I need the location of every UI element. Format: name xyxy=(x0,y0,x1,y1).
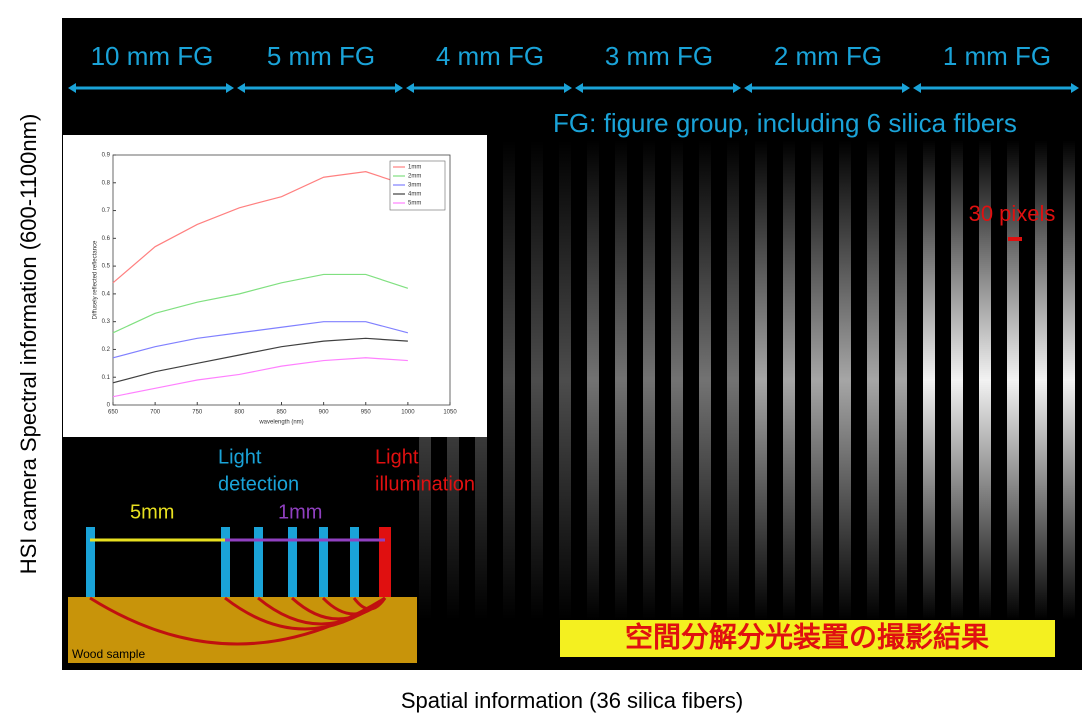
x-tick-label: 650 xyxy=(108,410,119,416)
fiber-stripe xyxy=(587,140,599,620)
y-axis-label: HSI camera Spectral information (600-110… xyxy=(16,114,41,575)
fiber-stripe xyxy=(783,140,795,620)
x-tick-label: 1000 xyxy=(401,410,415,416)
fiber-stripe xyxy=(811,140,823,620)
fiber-stripe xyxy=(727,140,739,620)
fiber-group-label: 5 mm FG xyxy=(267,41,375,71)
legend-label: 4mm xyxy=(408,192,421,198)
distance-label: 1mm xyxy=(278,501,322,523)
x-tick-label: 1050 xyxy=(443,410,457,416)
y-tick-label: 0.4 xyxy=(102,291,111,297)
wood-sample-label: Wood sample xyxy=(72,647,145,661)
legend-label: 5mm xyxy=(408,201,421,207)
light-illumination-label: illumination xyxy=(375,473,475,495)
fiber-group-label: 4 mm FG xyxy=(436,41,544,71)
fiber-stripe xyxy=(1063,140,1075,620)
fiber-stripe xyxy=(671,140,683,620)
fiber-group-label: 3 mm FG xyxy=(605,41,713,71)
x-tick-label: 800 xyxy=(234,410,245,416)
light-detection-label: detection xyxy=(218,473,299,495)
caption: 空間分解分光装置の撮影結果 xyxy=(625,620,989,652)
x-tick-label: 750 xyxy=(192,410,203,416)
fiber-stripe xyxy=(643,140,655,620)
x-tick-label: 950 xyxy=(361,410,372,416)
fiber-group-label: 10 mm FG xyxy=(91,41,214,71)
fiber-stripe xyxy=(755,140,767,620)
fiber-group-label: 2 mm FG xyxy=(774,41,882,71)
fiber-group-label: 1 mm FG xyxy=(943,41,1051,71)
light-illumination-label: Light xyxy=(375,446,419,468)
scale-label: 30 pixels xyxy=(969,201,1056,226)
fiber-stripe xyxy=(559,140,571,620)
y-tick-label: 0.2 xyxy=(102,347,111,353)
fiber-stripe xyxy=(615,140,627,620)
fiber-stripe xyxy=(699,140,711,620)
fiber-stripe xyxy=(839,140,851,620)
fiber-stripe xyxy=(951,140,963,620)
figure: HSI camera Spectral information (600-110… xyxy=(0,0,1082,719)
legend-label: 2mm xyxy=(408,174,421,180)
x-tick-label: 900 xyxy=(319,410,330,416)
y-tick-label: 0.1 xyxy=(102,375,111,381)
fiber-stripe xyxy=(503,140,515,620)
distance-label: 5mm xyxy=(130,501,174,523)
y-tick-label: 0.5 xyxy=(102,264,111,270)
fiber-stripe xyxy=(531,140,543,620)
legend-label: 3mm xyxy=(408,183,421,189)
y-tick-label: 0.9 xyxy=(102,153,111,159)
illumination-fiber xyxy=(379,527,391,597)
light-detection-label: Light xyxy=(218,446,262,468)
legend-label: 1mm xyxy=(408,165,421,171)
fiber-stripe xyxy=(895,140,907,620)
y-tick-label: 0.3 xyxy=(102,319,111,325)
x-tick-label: 850 xyxy=(276,410,287,416)
fiber-stripe xyxy=(923,140,935,620)
scale-bar xyxy=(1008,237,1022,241)
y-tick-label: 0.6 xyxy=(102,236,111,242)
x-axis-label: wavelength (nm) xyxy=(258,420,303,426)
fg-note: FG: figure group, including 6 silica fib… xyxy=(553,108,1017,138)
x-axis-label: Spatial information (36 silica fibers) xyxy=(401,688,743,713)
y-tick-label: 0.8 xyxy=(102,180,111,186)
y-axis-label: Diffusely reflected reflectance xyxy=(93,240,99,319)
x-tick-label: 700 xyxy=(150,410,161,416)
fiber-stripe xyxy=(867,140,879,620)
y-tick-label: 0.7 xyxy=(102,208,111,214)
